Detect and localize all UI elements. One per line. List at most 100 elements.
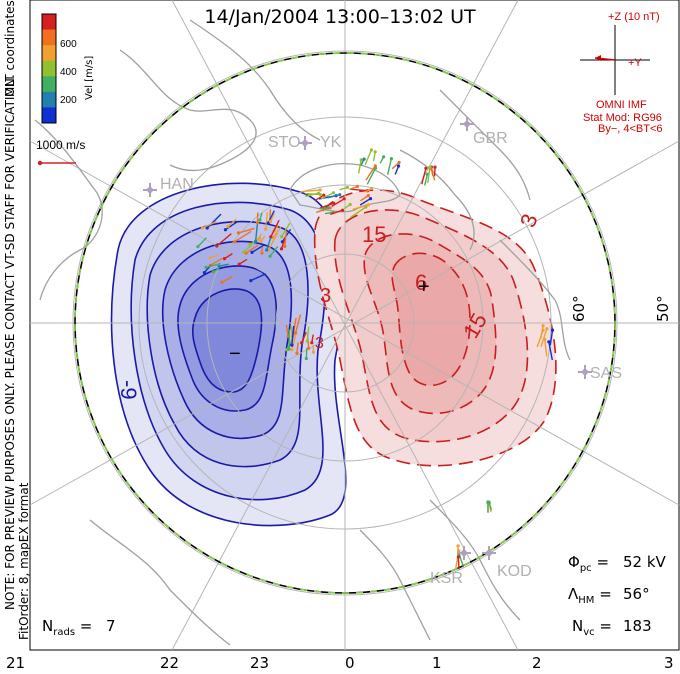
- vector-line: [210, 254, 219, 259]
- vector-line: [257, 233, 263, 240]
- vector-line: [245, 244, 259, 254]
- station-marker-han: [143, 183, 157, 197]
- vector-line: [291, 331, 298, 350]
- coast-pacific: [359, 529, 431, 641]
- vector-line: [549, 329, 554, 346]
- colorbar-label: Vel [m/s]: [84, 55, 95, 100]
- negative-convection-cell: [110, 182, 347, 527]
- vector-line: [269, 213, 275, 222]
- vector-line: [379, 156, 385, 164]
- colorbar-segment: [42, 29, 56, 46]
- stat-model: Stat Mod: RG96: [583, 112, 662, 124]
- imf-source: OMNI IMF: [596, 99, 647, 111]
- colorbar-tick-600: 600: [60, 39, 77, 50]
- station-label-yk: YK: [320, 134, 342, 151]
- vector-line: [216, 233, 232, 247]
- plot-frame: [29, 0, 680, 651]
- vector-line: [254, 223, 259, 242]
- vector-line: [224, 253, 233, 260]
- vector-line: [424, 174, 429, 186]
- vector-line: [324, 211, 333, 215]
- n-vc-label: Nvc =: [572, 617, 612, 638]
- vector-line: [238, 258, 248, 265]
- mlt-tick-23: 23: [250, 654, 270, 672]
- negative-contour-5: [192, 288, 263, 393]
- vector-line: [314, 194, 325, 202]
- vector-line: [284, 230, 288, 247]
- colorbar-tick-200: 200: [60, 95, 77, 106]
- vector-line: [327, 194, 340, 199]
- vector-line: [265, 212, 268, 230]
- contour-label-15-upper: 15: [362, 222, 387, 247]
- meridian-22: [29, 140, 680, 506]
- vector-line: [243, 245, 252, 253]
- vector-line: [197, 237, 207, 248]
- vector-line: [365, 187, 372, 193]
- station-markers: [143, 117, 592, 560]
- vector-line: [285, 324, 289, 337]
- coast-scandinavia: [119, 49, 257, 172]
- vector-line: [281, 222, 291, 237]
- imf-y-label: +Y: [628, 57, 642, 69]
- station-label-sas: SAS: [590, 365, 623, 382]
- mlt-tick-22: 22: [160, 654, 180, 672]
- meridian-23: [171, 0, 519, 651]
- colorbar-segment: [42, 76, 56, 93]
- station-label-ksr: KSR: [430, 570, 463, 587]
- vector-line: [458, 553, 465, 568]
- positive-convection-cell: [313, 189, 557, 467]
- vector-line: [548, 341, 553, 361]
- n-rads-value: 7: [106, 617, 116, 635]
- vector-line: [212, 267, 220, 273]
- vector-line: [301, 331, 307, 343]
- vector-line: [394, 165, 400, 175]
- contour-label-neg9: -9: [116, 380, 141, 400]
- vector-line: [306, 326, 310, 342]
- vector-line: [360, 195, 369, 202]
- vector-line: [260, 235, 266, 242]
- coast-siberia: [89, 519, 231, 646]
- phi-pc-value: 52 kV: [623, 553, 666, 571]
- latitude-label-50: 50°: [654, 295, 672, 322]
- station-marker-gbr: [460, 117, 474, 131]
- vector-line: [311, 334, 314, 343]
- velocity-colorbar: [41, 13, 57, 124]
- vector-line: [291, 325, 295, 346]
- vector-line: [372, 151, 376, 162]
- n-rads-label: Nrads =: [42, 617, 93, 638]
- vector-line: [210, 257, 223, 266]
- vector-line: [365, 165, 376, 181]
- vector-line: [238, 227, 255, 234]
- vector-line: [364, 149, 373, 166]
- vector-line: [544, 339, 548, 357]
- vector-line: [320, 192, 334, 200]
- station-marker-sto: [298, 136, 312, 150]
- vector-line: [250, 273, 267, 282]
- vector-line: [272, 226, 282, 239]
- colorbar-segment: [42, 45, 56, 62]
- vector-line: [218, 263, 229, 267]
- coast-baffin: [439, 89, 531, 201]
- vector-line: [427, 167, 431, 184]
- coast-alaska: [429, 499, 521, 621]
- vector-line: [536, 330, 544, 348]
- mlt-tick-3: 3: [664, 654, 674, 672]
- vector-line: [259, 212, 263, 221]
- colorbar-segment: [42, 91, 56, 108]
- contour-label-3-center: 3: [320, 285, 332, 307]
- vector-line: [488, 501, 493, 511]
- coastlines: [34, 19, 571, 646]
- grid: [29, 0, 680, 651]
- vector-line: [234, 230, 252, 243]
- lambda-hm-value: 56°: [623, 585, 650, 603]
- potential-maximum-mark: +: [418, 276, 430, 298]
- vector-line: [357, 159, 362, 174]
- vector-line: [305, 347, 308, 359]
- mlt-tick-2: 2: [532, 654, 542, 672]
- station-label-han: HAN: [160, 176, 194, 193]
- vector-line: [294, 314, 302, 333]
- vector-line: [227, 218, 237, 227]
- vector-line: [343, 203, 351, 210]
- vector-line: [251, 244, 265, 253]
- vector-line: [540, 328, 548, 347]
